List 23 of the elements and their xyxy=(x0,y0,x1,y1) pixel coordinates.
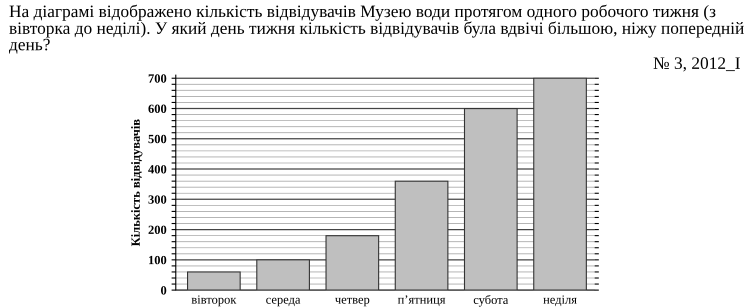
x-tick-label: четвер xyxy=(335,298,370,306)
chart-title: На діаграмі відображено кількість відвідувачів Музею води протягом одного робочого тижня (з вівторка до неділі). У який день тижня кількість відвідувачів була вдвічі більшою, ніжу попередній день? xyxy=(8,4,744,54)
y-tick-label: 400 xyxy=(148,165,166,174)
bar xyxy=(325,235,380,290)
y-axis-title: Кількість відвідувачів xyxy=(131,119,142,246)
x-tick-label: вівторок xyxy=(192,295,236,306)
y-tick-label: 200 xyxy=(148,226,166,234)
bar xyxy=(256,259,310,290)
x-tick-label: неділя xyxy=(543,295,577,306)
bar xyxy=(533,78,587,290)
x-tick-label: середа xyxy=(266,298,300,306)
x-tick-label: субота xyxy=(474,294,508,307)
x-tick-label: п’ятниця xyxy=(398,295,446,306)
bar xyxy=(186,271,241,290)
y-tick-label: 600 xyxy=(148,104,166,113)
y-tick-label: 500 xyxy=(148,134,166,144)
y-tick-label: 700 xyxy=(148,74,166,83)
y-tick-label: 300 xyxy=(148,195,166,204)
bar xyxy=(394,180,448,290)
text: № 3, 2012_I xyxy=(654,57,740,72)
y-tick-label: 100 xyxy=(149,256,166,264)
y-tick-label: 0 xyxy=(160,286,166,295)
bar xyxy=(464,108,518,290)
